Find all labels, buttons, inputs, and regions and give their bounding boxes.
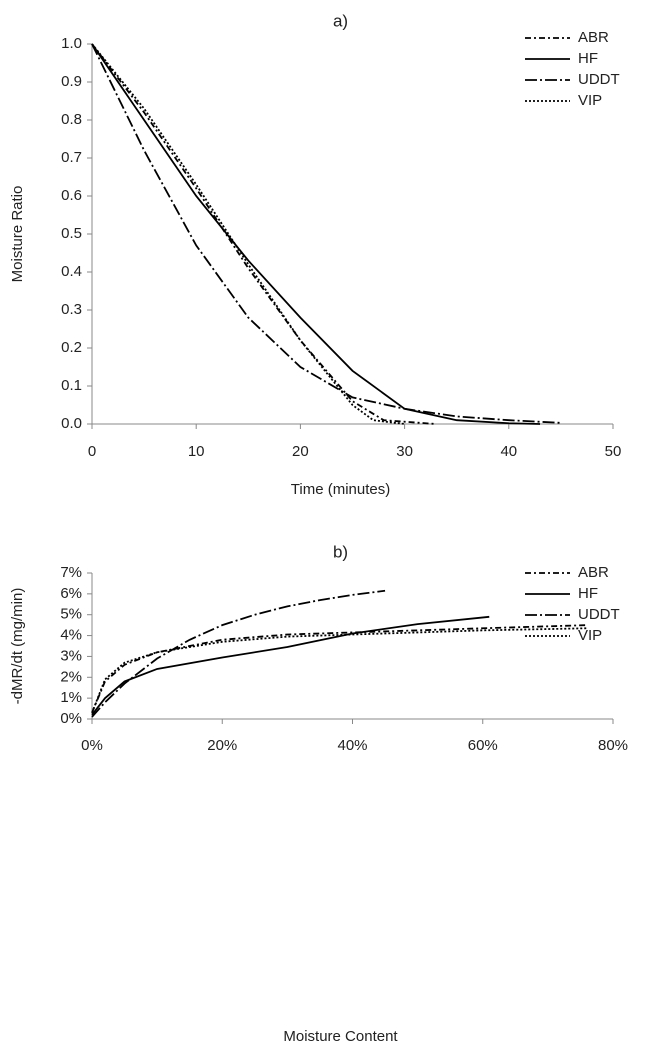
y-tick-label: 5% — [60, 606, 82, 623]
legend-label: HF — [578, 50, 598, 67]
y-axis-label: Moisture Ratio — [9, 186, 26, 283]
y-tick-label: 0.2 — [61, 339, 82, 356]
y-tick-label: 7% — [60, 564, 82, 581]
y-tick-label: 1.0 — [61, 35, 82, 52]
x-tick-label: 30 — [396, 443, 413, 460]
series-line — [91, 43, 561, 424]
y-tick-label: 4% — [60, 627, 82, 644]
legend-label: ABR — [578, 29, 609, 46]
y-tick-label: 0.6 — [61, 187, 82, 204]
y-tick-label: 0.7 — [61, 149, 82, 166]
x-tick-label: 20% — [207, 737, 237, 754]
y-tick-label: 0.8 — [61, 111, 82, 128]
series-line — [91, 43, 405, 425]
x-tick-label: 0% — [81, 737, 103, 754]
y-tick-label: 3% — [60, 647, 82, 664]
y-tick-label: 0.4 — [61, 263, 82, 280]
x-axis-label: Time (minutes) — [291, 481, 390, 498]
series-line — [91, 627, 587, 714]
legend-label: VIP — [578, 627, 602, 644]
x-tick-label: 20 — [292, 443, 309, 460]
y-axis-label: -dMR/dt (mg/min) — [9, 588, 26, 705]
legend-label: VIP — [578, 92, 602, 109]
legend-label: ABR — [578, 564, 609, 581]
x-tick-label: 10 — [188, 443, 205, 460]
y-tick-label: 0.3 — [61, 301, 82, 318]
y-tick-label: 0.9 — [61, 73, 82, 90]
legend-label: HF — [578, 585, 598, 602]
legend-label: UDDT — [578, 71, 620, 88]
y-tick-label: 0.5 — [61, 225, 82, 242]
y-tick-label: 0% — [60, 710, 82, 727]
x-tick-label: 80% — [598, 737, 628, 754]
x-tick-label: 0 — [88, 443, 96, 460]
x-tick-label: 50 — [605, 443, 622, 460]
y-tick-label: 0.0 — [61, 415, 82, 432]
x-tick-label: 40% — [337, 737, 367, 754]
chart-title: a) — [333, 11, 348, 30]
y-tick-label: 6% — [60, 585, 82, 602]
series-line — [91, 589, 386, 718]
x-tick-label: 60% — [468, 737, 498, 754]
chart-title: b) — [333, 542, 348, 561]
series-line — [91, 43, 541, 425]
series-line — [91, 624, 587, 714]
series-line — [91, 43, 436, 425]
x-tick-label: 40 — [500, 443, 517, 460]
y-tick-label: 1% — [60, 689, 82, 706]
x-axis-label: Moisture Content — [283, 1028, 398, 1045]
series-line — [91, 615, 490, 716]
y-tick-label: 2% — [60, 668, 82, 685]
y-tick-label: 0.1 — [61, 377, 82, 394]
legend-label: UDDT — [578, 606, 620, 623]
